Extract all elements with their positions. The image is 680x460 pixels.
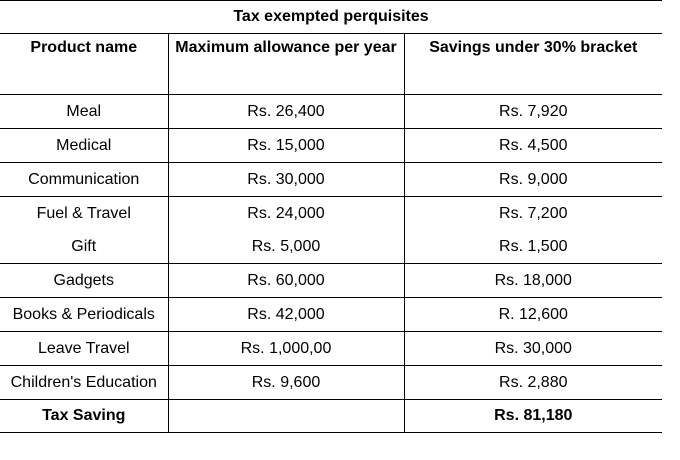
cell-product: Communication [0, 162, 169, 197]
table-row: Communication Rs. 30,000 Rs. 9,000 [0, 162, 663, 197]
table-row: Gift Rs. 5,000 Rs. 1,500 [0, 230, 663, 264]
cell-allowance: Rs. 60,000 [167, 263, 405, 298]
table-row: Books & Periodicals Rs. 42,000 R. 12,600 [0, 297, 663, 332]
table-row: Leave Travel Rs. 1,000,00 Rs. 30,000 [0, 331, 663, 366]
table-row: Gadgets Rs. 60,000 Rs. 18,000 [0, 263, 663, 298]
cell-product: Fuel & Travel [0, 196, 169, 230]
cell-allowance: Rs. 26,400 [167, 94, 405, 129]
total-savings: Rs. 81,180 [403, 399, 663, 433]
header-maximum-allowance: Maximum allowance per year [167, 33, 405, 95]
header-savings: Savings under 30% bracket [403, 33, 663, 95]
cell-product: Books & Periodicals [0, 297, 169, 332]
cell-allowance: Rs. 1,000,00 [167, 331, 405, 366]
table-header-row: Product name Maximum allowance per year … [0, 33, 663, 95]
cell-allowance: Rs. 5,000 [167, 230, 405, 264]
total-label: Tax Saving [0, 399, 169, 433]
table-row: Fuel & Travel Rs. 24,000 Rs. 7,200 [0, 196, 663, 230]
cell-savings: R. 12,600 [403, 297, 663, 332]
cell-savings: Rs. 7,920 [403, 94, 663, 129]
total-allowance [167, 399, 405, 433]
cell-savings: Rs. 1,500 [403, 230, 663, 264]
cell-savings: Rs. 18,000 [403, 263, 663, 298]
cell-product: Gadgets [0, 263, 169, 298]
cell-product: Children's Education [0, 365, 169, 400]
cell-allowance: Rs. 30,000 [167, 162, 405, 197]
cell-allowance: Rs. 9,600 [167, 365, 405, 400]
table-title-row: Tax exempted perquisites [0, 0, 663, 34]
cell-savings: Rs. 2,880 [403, 365, 663, 400]
cell-product: Medical [0, 128, 169, 163]
total-row: Tax Saving Rs. 81,180 [0, 399, 663, 433]
cell-allowance: Rs. 42,000 [167, 297, 405, 332]
cell-savings: Rs. 4,500 [403, 128, 663, 163]
cell-savings: Rs. 9,000 [403, 162, 663, 197]
cell-product: Leave Travel [0, 331, 169, 366]
cell-savings: Rs. 30,000 [403, 331, 663, 366]
cell-product: Gift [0, 230, 169, 264]
table-title: Tax exempted perquisites [0, 0, 663, 34]
table-row: Medical Rs. 15,000 Rs. 4,500 [0, 128, 663, 163]
perquisites-table: Tax exempted perquisites Product name Ma… [0, 0, 663, 433]
cell-allowance: Rs. 24,000 [167, 196, 405, 230]
cell-savings: Rs. 7,200 [403, 196, 663, 230]
table-row: Meal Rs. 26,400 Rs. 7,920 [0, 94, 663, 129]
header-product-name: Product name [0, 33, 169, 95]
table-row: Children's Education Rs. 9,600 Rs. 2,880 [0, 365, 663, 400]
cell-product: Meal [0, 94, 169, 129]
cell-allowance: Rs. 15,000 [167, 128, 405, 163]
